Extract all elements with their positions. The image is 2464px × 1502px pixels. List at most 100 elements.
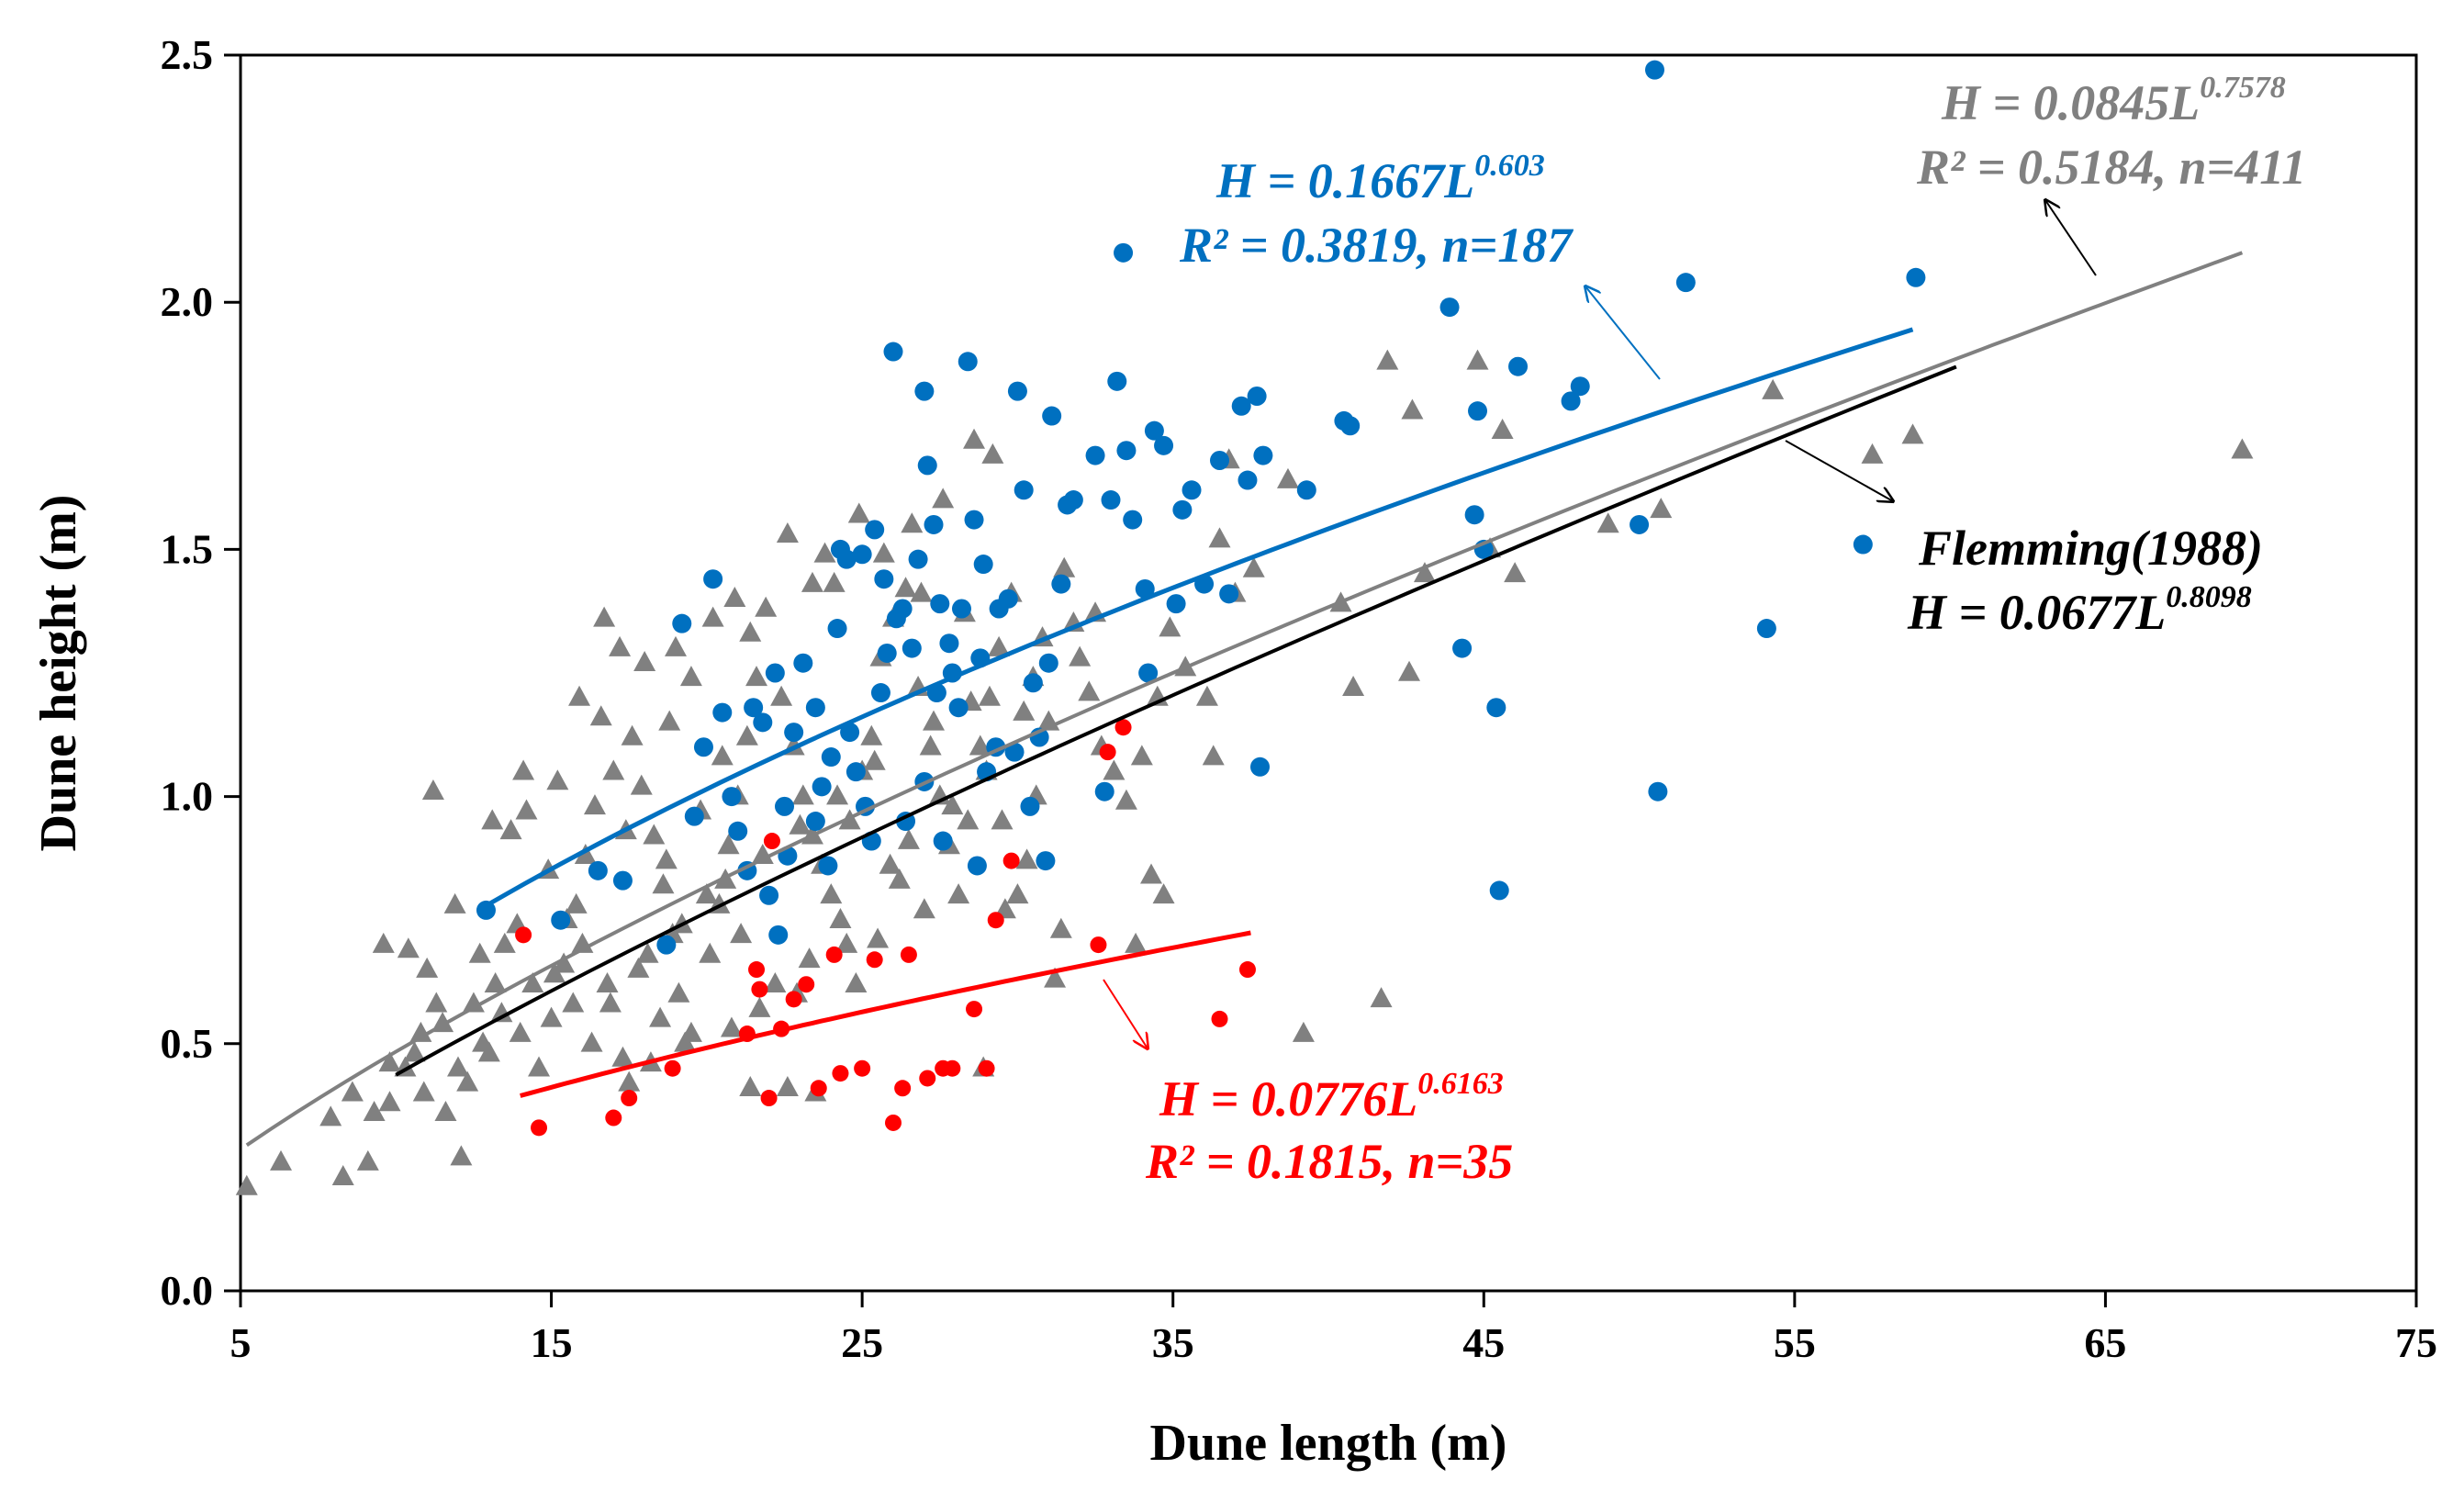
red-circle-point bbox=[810, 1080, 827, 1097]
y-tick-label: 2.0 bbox=[161, 278, 214, 325]
gray-triangle-point bbox=[1015, 848, 1038, 869]
blue-circle-point bbox=[1250, 757, 1271, 777]
blue-circle-point bbox=[1094, 781, 1114, 801]
gray-triangle-point bbox=[957, 809, 980, 830]
gray-triangle-point bbox=[770, 685, 793, 706]
gray-triangle-point bbox=[1202, 745, 1225, 766]
gray-triangle-point bbox=[540, 1006, 563, 1027]
gray-triangle-point bbox=[820, 883, 843, 904]
blue-circle-point bbox=[840, 723, 860, 743]
blue-circle-point bbox=[870, 683, 890, 703]
blue-circle-point bbox=[1452, 638, 1473, 658]
red-circle-point bbox=[1002, 852, 1020, 869]
blue-circle-point bbox=[753, 712, 773, 733]
blue-circle-point bbox=[933, 831, 953, 851]
svg-text:H = 0.1667L0.603: H = 0.1667L0.603 bbox=[1215, 149, 1545, 208]
gray-triangle-point bbox=[1370, 987, 1393, 1008]
blue-circle-point bbox=[967, 856, 987, 876]
svg-text:H = 0.0845L0.7578: H = 0.0845L0.7578 bbox=[1941, 71, 2286, 130]
red-circle-point bbox=[1114, 719, 1132, 736]
gray-triangle-point bbox=[331, 1164, 354, 1185]
gray-triangle-point bbox=[655, 848, 678, 869]
red-circle-point bbox=[531, 1119, 548, 1137]
blue-circle-point bbox=[1675, 273, 1696, 293]
gray-triangle-point bbox=[923, 710, 946, 731]
blue-circle-point bbox=[821, 747, 841, 768]
red-circle-point bbox=[748, 961, 766, 979]
gray-triangle-point bbox=[583, 794, 606, 815]
blue-circle-point bbox=[1231, 396, 1251, 416]
blue-circle-point bbox=[1247, 386, 1267, 406]
gray-triangle-point bbox=[988, 635, 1011, 656]
gray-triangle-point bbox=[521, 971, 544, 992]
gray-triangle-point bbox=[1103, 759, 1126, 780]
gray-triangle-point bbox=[403, 1041, 426, 1062]
gray-triangle-point bbox=[493, 932, 516, 953]
blue-circle-point bbox=[1630, 514, 1650, 534]
gray-triangle-point bbox=[1398, 660, 1421, 681]
gray-triangle-point bbox=[658, 710, 681, 731]
flemming-eq-main: H = 0.0677L bbox=[1907, 585, 2166, 640]
blue-circle-point bbox=[1853, 534, 1873, 555]
flemming-fit bbox=[395, 364, 1957, 1077]
red-circle-point bbox=[978, 1059, 995, 1077]
gray-triangle-point bbox=[826, 784, 849, 805]
blue-circle-point bbox=[886, 609, 906, 629]
y-tick-label: 1.5 bbox=[161, 525, 214, 572]
blue-circle-point bbox=[784, 723, 804, 743]
gray-triangle-point bbox=[751, 844, 774, 865]
x-tick-label: 45 bbox=[1462, 1319, 1505, 1366]
gray-triangle-point bbox=[1125, 932, 1148, 953]
gray-triangle-point bbox=[235, 1174, 258, 1195]
gray-triangle-point bbox=[553, 952, 576, 973]
gray-triangle-point bbox=[1401, 398, 1424, 420]
gray-triangle-point bbox=[1078, 680, 1101, 701]
blue-circle-point bbox=[1107, 371, 1127, 391]
red-circle-point bbox=[760, 1090, 778, 1107]
blue-circle-point bbox=[1038, 653, 1058, 673]
gray-triangle-point bbox=[490, 1002, 513, 1023]
gray-triangle-point bbox=[919, 734, 942, 756]
gray-triangle-point bbox=[412, 1081, 435, 1102]
red-circle-point bbox=[832, 1065, 849, 1082]
gray-triangle-point bbox=[755, 596, 778, 617]
blue-circles bbox=[476, 60, 1926, 955]
gray-triangle-point bbox=[450, 1145, 473, 1166]
gray-triangle-point bbox=[699, 942, 722, 963]
gray-triangle-point bbox=[596, 971, 619, 992]
gray-triangle-point bbox=[739, 621, 762, 642]
flemming-eq-exp: 0.8098 bbox=[2166, 580, 2252, 614]
gray-triangle-point bbox=[829, 908, 852, 928]
gray-triangle-point bbox=[1342, 675, 1365, 696]
gray-triangle-point bbox=[443, 892, 466, 914]
gray-triangle-point bbox=[643, 824, 666, 845]
gray-triangle-point bbox=[1292, 1021, 1315, 1042]
blue-circle-point bbox=[1085, 445, 1105, 465]
blue-equation: H = 0.1667L0.603 R² = 0.3819, n=187 bbox=[1179, 149, 1574, 273]
red-circle-point bbox=[966, 1001, 983, 1018]
gray-triangle-point bbox=[546, 769, 569, 790]
blue-circle-point bbox=[744, 698, 764, 718]
blue-circle-point bbox=[1464, 505, 1484, 525]
gray-triangle-point bbox=[894, 577, 917, 598]
blue-circle-point bbox=[1486, 698, 1506, 718]
blue-circle-point bbox=[964, 510, 984, 530]
gray-triangle-point bbox=[568, 685, 591, 706]
gray-triangle-point bbox=[813, 542, 836, 563]
x-tick-label: 25 bbox=[841, 1319, 883, 1366]
blue-circle-point bbox=[1144, 420, 1164, 441]
blue-circle-point bbox=[827, 619, 847, 639]
gray-triangle-point bbox=[633, 651, 656, 672]
flemming-arrow bbox=[1785, 440, 1893, 501]
gray-triangle-point bbox=[867, 927, 890, 948]
gray-triangle-point bbox=[978, 685, 1001, 706]
gray-eq-arrow bbox=[2045, 200, 2097, 276]
red-circle-point bbox=[1099, 744, 1116, 761]
blue-circle-point bbox=[1123, 510, 1143, 530]
gray-triangle-point bbox=[421, 779, 444, 801]
gray-triangle-point bbox=[621, 724, 644, 745]
blue-circle-point bbox=[805, 698, 825, 718]
gray-triangle-point bbox=[416, 957, 439, 978]
gray-triangle-point bbox=[627, 957, 650, 978]
gray-triangle-point bbox=[434, 1100, 457, 1121]
